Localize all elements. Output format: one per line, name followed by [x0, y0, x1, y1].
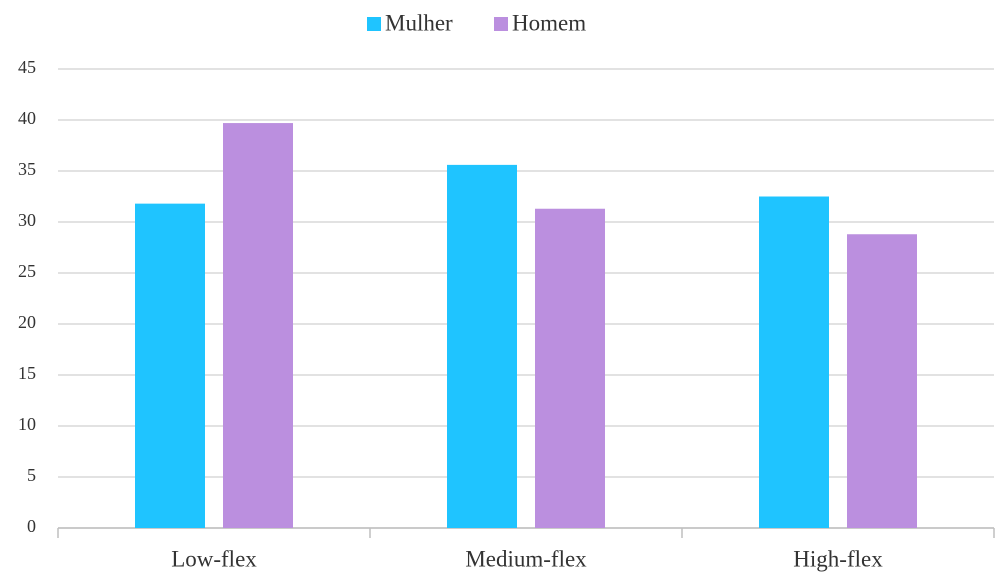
legend-label: Homem	[512, 10, 586, 35]
y-tick-label: 10	[18, 414, 36, 434]
legend-label: Mulher	[385, 10, 453, 35]
bar	[847, 234, 917, 529]
bar	[759, 196, 829, 528]
y-tick-label: 40	[18, 108, 36, 128]
y-tick-label: 20	[18, 312, 36, 332]
x-tick-label: Medium-flex	[465, 546, 587, 571]
y-tick-label: 45	[18, 57, 36, 77]
legend-swatch	[494, 17, 508, 31]
bar	[535, 208, 605, 529]
y-tick-label: 25	[18, 261, 36, 281]
legend-swatch	[367, 17, 381, 31]
y-tick-label: 35	[18, 159, 36, 179]
x-tick-label: Low-flex	[171, 546, 257, 571]
bar	[135, 203, 205, 528]
y-tick-label: 5	[27, 465, 36, 485]
bar	[223, 123, 293, 528]
y-tick-label: 0	[27, 516, 36, 536]
y-tick-label: 30	[18, 210, 36, 230]
bar	[447, 164, 517, 528]
y-tick-label: 15	[18, 363, 36, 383]
x-tick-label: High-flex	[793, 546, 883, 571]
